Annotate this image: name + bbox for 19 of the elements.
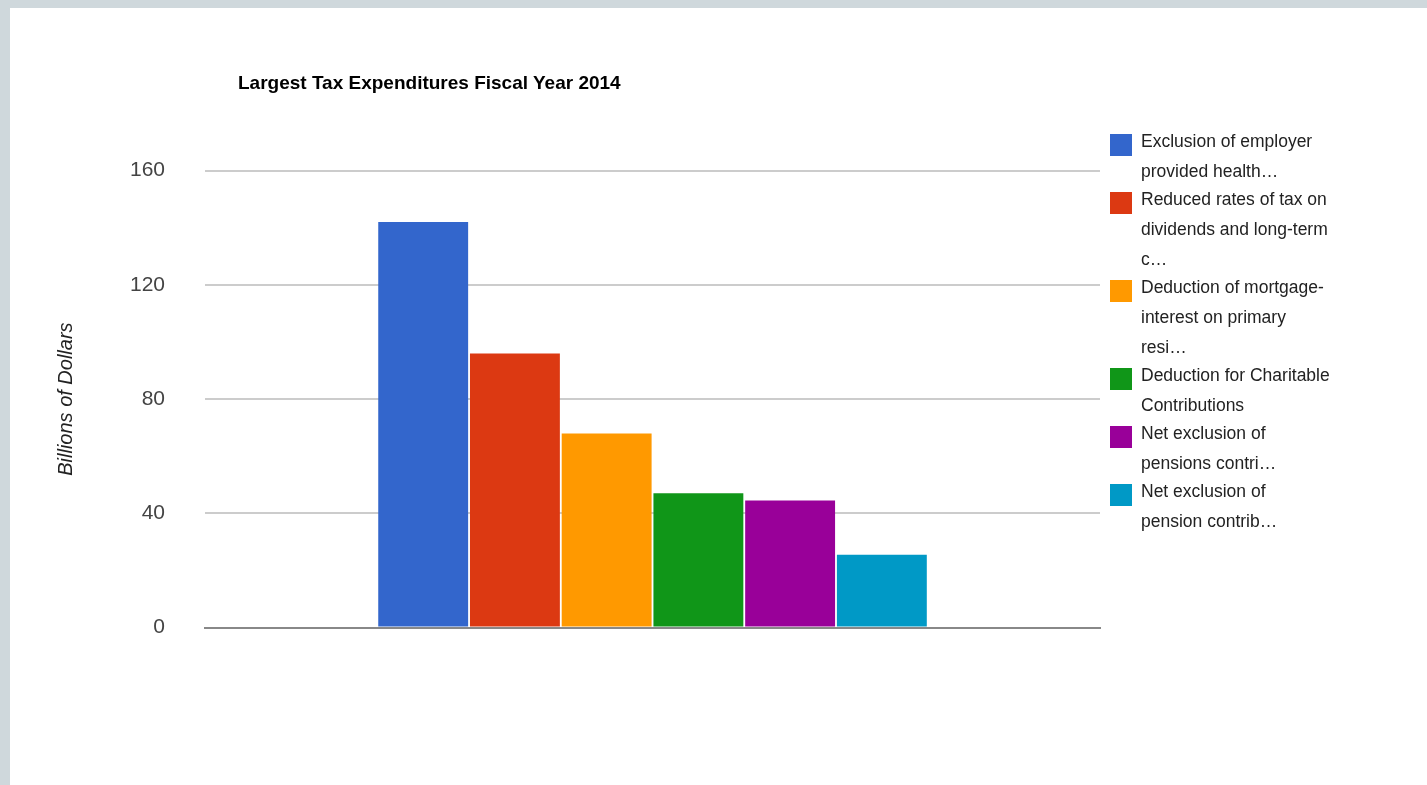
legend-label: Net exclusion of pensions contri…: [1141, 422, 1278, 475]
bar: [836, 554, 927, 627]
legend-label: Deduction for Charitable Contributions: [1141, 364, 1330, 417]
legend-label: Deduction of mortgage-interest on primary resi…: [1141, 276, 1325, 359]
legend-label: Exclusion of employer provided health…: [1141, 130, 1314, 183]
y-tick-label: 160: [129, 157, 166, 181]
legend-label: Net exclusion of pension contrib…: [1141, 480, 1279, 533]
chart-title: Largest Tax Expenditures Fiscal Year 2014: [238, 72, 621, 94]
bar: [561, 433, 652, 627]
bar: [745, 500, 836, 627]
y-tick-label: 120: [129, 271, 166, 295]
y-axis-title: Billions of Dollars: [53, 322, 76, 476]
legend-label: Reduced rates of tax on dividends and long-term c…: [1141, 188, 1329, 271]
y-tick-label: 80: [141, 385, 166, 409]
bar: [469, 353, 560, 627]
bar: [653, 493, 744, 627]
y-tick-label: 40: [141, 500, 166, 524]
y-tick-label: 0: [153, 614, 166, 638]
bar: [378, 222, 469, 627]
